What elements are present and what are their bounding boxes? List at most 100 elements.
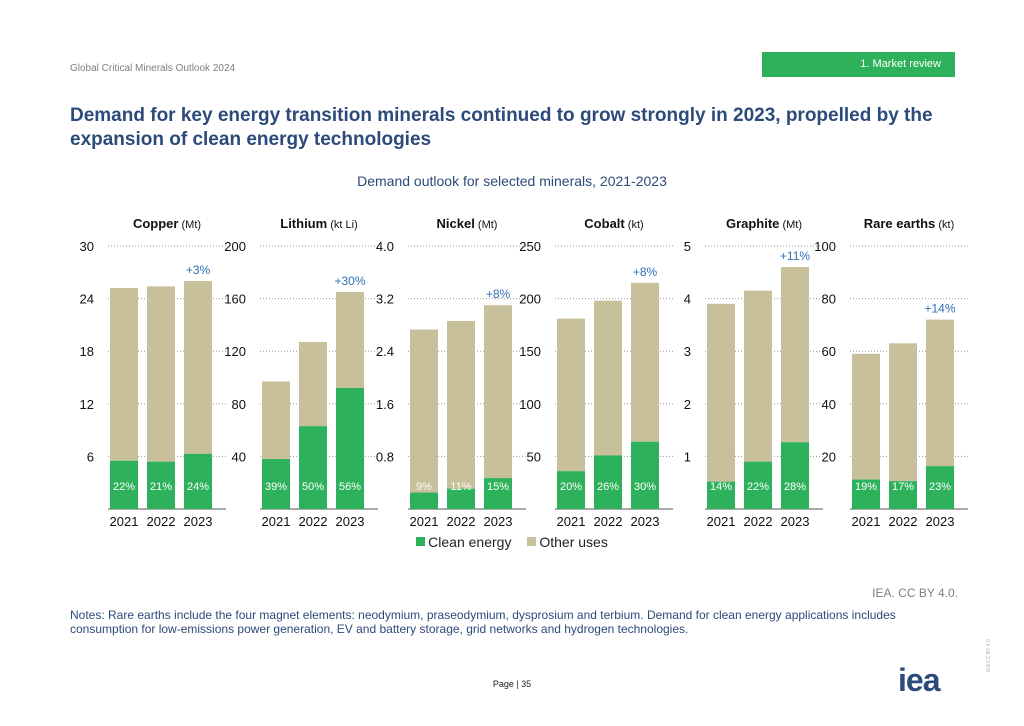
rare-earths-xtick-label: 2023: [926, 514, 955, 529]
cobalt-bar-clean: [631, 441, 659, 509]
rare-earths-share-label: 17%: [892, 481, 914, 493]
graphite-ytick-label: 2: [684, 397, 691, 412]
nickel-xtick-label: 2022: [447, 514, 476, 529]
graphite-ytick-label: 1: [684, 449, 691, 464]
lithium-bar-other: [336, 292, 364, 389]
page-number: Page | 35: [492, 679, 532, 689]
cobalt-share-label: 26%: [597, 481, 619, 493]
copper-bar-other: [110, 288, 138, 461]
copper-ytick-label: 30: [80, 239, 94, 254]
rare-earths-panel-title: Rare earths (kt): [864, 216, 955, 231]
section-tag: 1. Market review: [762, 52, 955, 77]
cobalt-title-name: Cobalt: [584, 216, 625, 231]
graphite-xtick-label: 2023: [781, 514, 810, 529]
graphite-bar-other: [744, 290, 772, 462]
mineral-charts: Copper (Mt)61218243022%202121%202224%202…: [80, 216, 968, 529]
lithium-bar-clean: [336, 388, 364, 509]
rare-earths-title-name: Rare earths: [864, 216, 936, 231]
cobalt-bar-clean: [594, 455, 622, 509]
rare-earths-ytick-label: 20: [822, 449, 836, 464]
rare-earths-title-unit: (kt): [935, 219, 954, 231]
lithium-xtick-label: 2022: [299, 514, 328, 529]
nickel-bar-other: [484, 305, 512, 479]
nickel-share-label: 9%: [416, 481, 432, 493]
rare-earths-ytick-label: 60: [822, 344, 836, 359]
nickel-bar-clean: [484, 478, 512, 509]
legend-label-clean: Clean energy: [428, 534, 512, 550]
rare-earths-bar-other: [889, 343, 917, 482]
graphite-xtick-label: 2021: [707, 514, 736, 529]
nickel-share-label: 11%: [450, 481, 471, 493]
lithium-share-label: 56%: [339, 481, 361, 493]
side-license: IEA CC BY 4.0: [986, 639, 992, 672]
lithium-ytick-label: 120: [224, 344, 246, 359]
copper-share-label: 22%: [113, 481, 135, 493]
legend-label-other: Other uses: [539, 534, 608, 550]
copper-growth-label: +3%: [186, 263, 211, 277]
source-credit: IEA. CC BY 4.0.: [872, 586, 958, 600]
rare-earths-bar-other: [852, 353, 880, 480]
copper-share-label: 24%: [187, 481, 209, 493]
lithium-share-label: 50%: [302, 481, 324, 493]
cobalt-share-label: 30%: [634, 481, 656, 493]
copper-bar-clean: [110, 460, 138, 509]
nickel-ytick-label: 2.4: [376, 344, 394, 359]
copper-xtick-label: 2022: [147, 514, 176, 529]
cobalt-ytick-label: 150: [519, 344, 541, 359]
rare-earths-bar-other: [926, 319, 954, 467]
rare-earths-ytick-label: 100: [814, 239, 836, 254]
report-name: Global Critical Minerals Outlook 2024: [70, 63, 236, 74]
copper-bar-other: [184, 281, 212, 454]
cobalt-bar-clean: [557, 471, 585, 509]
lithium-panel-title: Lithium (kt Li): [280, 216, 358, 231]
nickel-xtick-label: 2023: [484, 514, 513, 529]
cobalt-bar-other: [557, 318, 585, 472]
chart-notes: Notes: Rare earths include the four magn…: [70, 608, 896, 636]
nickel-title-name: Nickel: [437, 216, 475, 231]
nickel-bar-clean: [447, 488, 475, 509]
legend-item-other: Other uses: [527, 534, 608, 550]
graphite-panel-title: Graphite (Mt): [726, 216, 802, 231]
cobalt-panel-title: Cobalt (kt): [584, 216, 643, 231]
lithium-ytick-label: 80: [232, 397, 246, 412]
cobalt-xtick-label: 2021: [557, 514, 586, 529]
lithium-bar-other: [299, 341, 327, 427]
lithium-ytick-label: 40: [232, 449, 246, 464]
graphite-share-label: 28%: [784, 481, 806, 493]
graphite-bar-clean: [781, 442, 809, 509]
lithium-share-label: 39%: [265, 481, 287, 493]
cobalt-ytick-label: 100: [519, 397, 541, 412]
lithium-xtick-label: 2021: [262, 514, 291, 529]
legend-item-clean: Clean energy: [416, 534, 511, 550]
nickel-ytick-label: 3.2: [376, 292, 394, 307]
graphite-ytick-label: 4: [684, 292, 691, 307]
lithium-bar-clean: [262, 459, 290, 509]
nickel-ytick-label: 4.0: [376, 239, 394, 254]
graphite-xtick-label: 2022: [744, 514, 773, 529]
lithium-growth-label: +30%: [334, 274, 365, 288]
copper-bar-clean: [147, 461, 175, 509]
graphite-share-label: 22%: [747, 481, 769, 493]
nickel-share-label: 15%: [487, 481, 509, 493]
rare-earths-bar-clean: [889, 481, 917, 509]
legend-swatch-clean: [416, 537, 426, 546]
cobalt-title-unit: (kt): [625, 219, 644, 231]
copper-ytick-label: 24: [80, 292, 94, 307]
lithium-bar-other: [262, 381, 290, 460]
graphite-growth-label: +11%: [780, 249, 810, 263]
page-headline: Demand for key energy transition mineral…: [70, 105, 933, 150]
chart-title: Demand outlook for selected minerals, 20…: [357, 173, 667, 189]
cobalt-xtick-label: 2023: [631, 514, 660, 529]
rare-earths-ytick-label: 80: [822, 292, 836, 307]
graphite-bar-clean: [744, 461, 772, 509]
nickel-title-unit: (Mt): [475, 219, 498, 231]
copper-bar-other: [147, 286, 175, 462]
rare-earths-xtick-label: 2022: [889, 514, 918, 529]
graphite-ytick-label: 5: [684, 239, 691, 254]
copper-xtick-label: 2023: [184, 514, 213, 529]
copper-ytick-label: 12: [80, 397, 94, 412]
cobalt-bar-other: [631, 282, 659, 442]
nickel-growth-label: +8%: [486, 287, 511, 301]
rare-earths-share-label: 19%: [855, 481, 877, 493]
legend-swatch-other: [527, 537, 537, 546]
